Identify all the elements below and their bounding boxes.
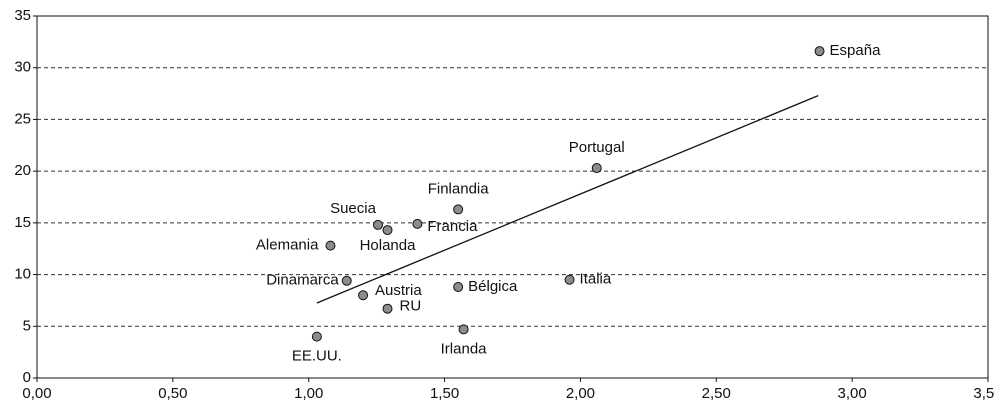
point — [591, 163, 602, 174]
point-label: Dinamarca — [266, 272, 339, 289]
y-tick-label: 20 — [14, 162, 31, 179]
x-tick-label: 0,00 — [22, 385, 51, 402]
point-label: Finlandia — [428, 180, 490, 197]
y-tick-label: 35 — [14, 7, 31, 24]
point — [341, 275, 352, 286]
x-tick-label: 1,00 — [294, 385, 323, 402]
point — [358, 290, 369, 301]
point — [564, 274, 575, 285]
point — [814, 46, 825, 57]
point-label: Alemania — [256, 237, 319, 254]
x-tick-label: 2,00 — [566, 385, 595, 402]
point — [311, 331, 322, 342]
point-label: RU — [400, 298, 422, 315]
x-tick-label: 0,50 — [158, 385, 187, 402]
point-label: Suecia — [330, 200, 377, 217]
point — [382, 303, 393, 314]
point-label: Italia — [580, 271, 612, 288]
x-tick-label: 1,50 — [430, 385, 459, 402]
point — [458, 324, 469, 335]
y-tick-label: 0 — [23, 369, 31, 386]
point-label: Austria — [375, 282, 422, 299]
point-label: España — [830, 42, 882, 59]
x-tick-label: 2,50 — [702, 385, 731, 402]
y-tick-label: 5 — [23, 317, 31, 334]
x-tick-label: 3,00 — [838, 385, 867, 402]
y-tick-label: 15 — [14, 214, 31, 231]
point — [382, 225, 393, 236]
point-label: EE.UU. — [292, 348, 342, 365]
point-label: Portugal — [569, 139, 625, 156]
trend-line — [316, 95, 819, 304]
point-label: Holanda — [360, 237, 417, 254]
point — [325, 240, 336, 251]
x-tick-label: 3,50 — [973, 385, 995, 402]
y-tick-label: 25 — [14, 110, 31, 127]
point — [373, 219, 384, 230]
y-tick-label: 30 — [14, 59, 31, 76]
y-tick-label: 10 — [14, 266, 31, 283]
plot-frame — [36, 15, 989, 379]
point-label: Irlanda — [441, 340, 488, 357]
point — [412, 218, 423, 229]
point — [453, 281, 464, 292]
point — [453, 204, 464, 215]
point-label: Francia — [427, 218, 478, 235]
point-label: Bélgica — [468, 278, 518, 295]
